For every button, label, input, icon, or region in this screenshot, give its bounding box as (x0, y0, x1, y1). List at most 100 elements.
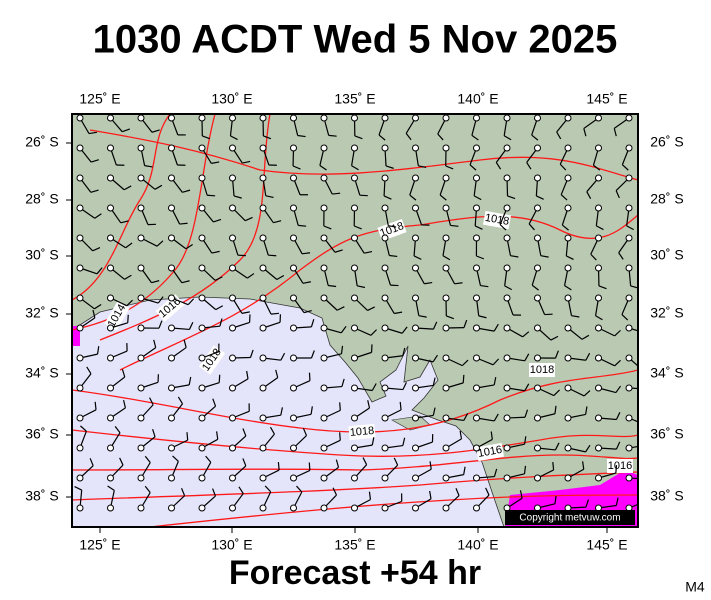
barb-station (534, 204, 541, 212)
wind-barb (503, 294, 522, 316)
wind-barb (412, 354, 438, 363)
barb-station (137, 324, 145, 332)
barb-feather (86, 366, 92, 375)
isobar-label-text: 1018 (530, 364, 554, 376)
barb-feather (585, 352, 591, 361)
barb-station (76, 204, 84, 212)
barb-feather (394, 311, 403, 315)
wind-barb (563, 264, 572, 291)
barb-station (259, 204, 267, 212)
wind-barb (76, 114, 97, 135)
barb-feather (328, 134, 337, 137)
barb-station (595, 354, 602, 362)
barb-station (76, 234, 84, 242)
barb-feather (246, 370, 249, 379)
wind-barb (290, 204, 307, 227)
wind-barb (473, 487, 490, 512)
barb-feather (120, 220, 129, 224)
barb-station (473, 174, 480, 182)
barb-station (412, 144, 419, 152)
barb-station (351, 264, 358, 272)
barb-feather (249, 349, 254, 358)
wind-barb (198, 343, 220, 362)
barb-station (198, 294, 206, 302)
barb-station (381, 324, 389, 332)
barb-feather (122, 399, 126, 409)
barb-feather (247, 273, 255, 279)
barb-station (137, 264, 145, 272)
wind-barb (290, 234, 311, 255)
wind-barb (290, 319, 315, 332)
wind-barb (564, 444, 591, 453)
wind-barb (564, 406, 588, 422)
barb-feather (154, 184, 163, 190)
barb-station (76, 294, 84, 302)
barb-station (442, 324, 450, 332)
barb-station (381, 174, 389, 182)
barb-feather (393, 457, 399, 466)
barb-station (595, 264, 602, 272)
barb-feather (269, 426, 275, 435)
wind-barb (198, 144, 220, 164)
barb-station (595, 204, 602, 212)
barb-feather (463, 413, 469, 421)
barb-feather (583, 390, 591, 397)
wind-barb (503, 409, 529, 422)
wind-barb (534, 350, 559, 362)
wind-barb (229, 349, 254, 362)
barb-station (76, 144, 84, 152)
wind-barb (320, 294, 345, 311)
isobar (119, 214, 638, 371)
barb-station (381, 354, 389, 362)
wind-barb (229, 204, 253, 222)
wind-barb (168, 488, 186, 512)
lat-label: 34˚ S (650, 365, 683, 381)
wind-barb (107, 204, 129, 224)
wind-barb (320, 174, 341, 195)
barb-feather (149, 397, 154, 406)
isobar (89, 129, 638, 181)
wind-barb (168, 432, 189, 452)
wind-barb (442, 466, 466, 482)
wind-barb (137, 397, 154, 422)
barb-station (107, 324, 114, 332)
barb-station (564, 474, 572, 482)
barb-feather (151, 280, 160, 284)
forecast-label: Forecast +54 hr (229, 554, 481, 592)
barb-station (168, 234, 175, 242)
barb-feather (182, 189, 191, 193)
barb-station (351, 414, 358, 422)
barb-station (229, 324, 236, 332)
wind-barb (229, 174, 242, 199)
barb-station (625, 444, 633, 452)
barb-station (534, 294, 541, 302)
wind-barb (442, 204, 459, 227)
barb-feather (371, 437, 375, 446)
barb-feather (642, 366, 649, 370)
barb-station (320, 144, 328, 152)
barb-station (381, 264, 389, 272)
barb-feather (493, 413, 499, 422)
barb-feather (526, 162, 532, 170)
lon-label: 125˚ E (79, 91, 120, 107)
wind-barb (503, 324, 530, 338)
wind-barb (107, 425, 121, 452)
barb-station (198, 414, 206, 422)
barb-feather (615, 441, 621, 450)
barb-feather (388, 225, 397, 228)
barb-station (290, 384, 297, 392)
wind-barb (595, 264, 607, 290)
barb-station (259, 504, 267, 512)
wind-barb (76, 204, 102, 219)
wind-barb (76, 144, 99, 163)
wind-barb (168, 455, 179, 482)
wind-barb (107, 234, 133, 249)
barb-feather (268, 254, 277, 257)
barb-station (381, 414, 389, 422)
lat-label: 32˚ S (650, 305, 683, 321)
wind-barb (526, 144, 541, 170)
barb-feather (127, 314, 129, 323)
lat-label: 28˚ S (650, 191, 683, 207)
barb-feather (474, 225, 483, 230)
wind-barb (442, 413, 469, 422)
